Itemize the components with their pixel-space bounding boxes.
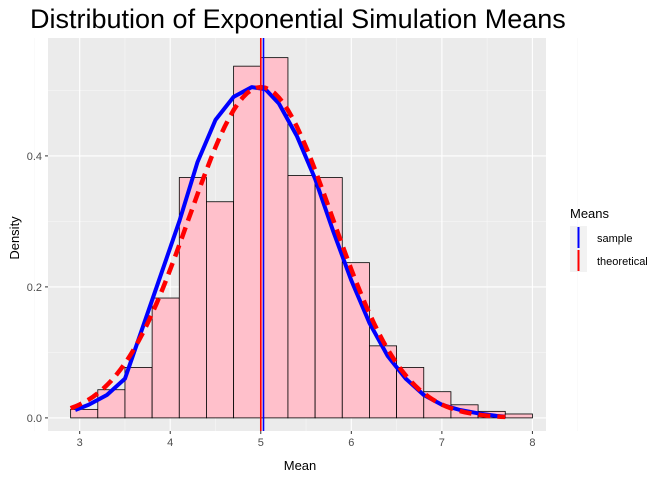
legend: Means sample theoretical (570, 206, 648, 272)
x-tick-label: 3 (77, 437, 83, 449)
histogram-bar (97, 389, 126, 419)
density-curves (69, 84, 506, 420)
histogram-bar (124, 367, 153, 419)
x-axis-ticks: 3 4 5 6 7 8 (77, 431, 535, 449)
y-axis-title: Density (7, 216, 22, 260)
x-tick-label: 5 (258, 437, 264, 449)
histogram-bar (287, 175, 316, 419)
x-tick-label: 8 (529, 437, 535, 449)
sample-density-curve (74, 85, 506, 419)
legend-label-sample: sample (597, 233, 632, 245)
histogram-bar (504, 413, 533, 419)
x-tick-label: 6 (348, 437, 354, 449)
x-tick-label: 4 (167, 437, 173, 449)
histogram-bar (233, 65, 262, 419)
legend-label-theoretical: theoretical (597, 256, 648, 268)
y-tick-label: 0.2 (27, 282, 42, 294)
y-tick-label: 0.4 (27, 151, 42, 163)
histogram-bar (206, 201, 235, 419)
y-axis-ticks: 0.0 0.2 0.4 (27, 151, 48, 425)
histogram-bar (70, 408, 99, 419)
chart-title: Distribution of Exponential Simulation M… (30, 4, 566, 34)
histogram-bar (178, 177, 207, 419)
legend-title: Means (570, 206, 610, 221)
histogram-bar (151, 297, 180, 419)
mean-lines (259, 38, 265, 431)
x-tick-label: 7 (439, 437, 445, 449)
theoretical-density-curve (69, 84, 506, 420)
y-tick-label: 0.0 (27, 413, 42, 425)
x-axis-title: Mean (284, 458, 317, 473)
